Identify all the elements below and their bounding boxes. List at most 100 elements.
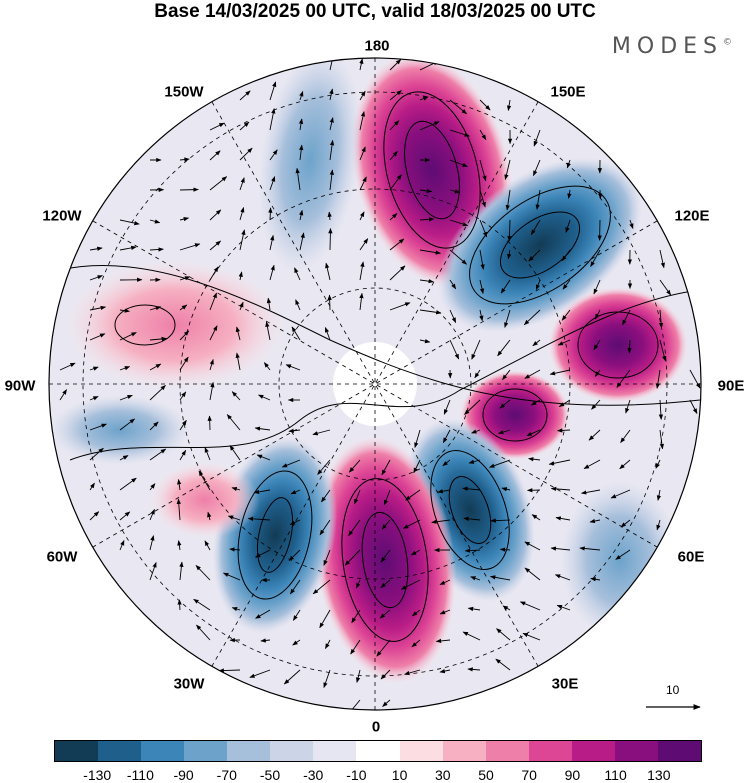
wind-vector (89, 511, 100, 521)
wind-vector (323, 669, 331, 689)
wind-vector (119, 477, 137, 491)
colorbar-tick-label: -90 (173, 767, 194, 783)
wind-vector (119, 308, 130, 313)
wind-vector (329, 88, 334, 101)
wind-vector (231, 606, 241, 612)
wind-vector (255, 609, 271, 619)
wind-vector (470, 576, 481, 581)
wind-vector (207, 415, 212, 431)
wind-vector (419, 249, 442, 255)
wind-vector (253, 489, 271, 495)
wind-vector (507, 249, 512, 260)
wind-vector (506, 99, 512, 112)
wind-vector (528, 249, 541, 262)
wind-vector (442, 429, 451, 444)
wind-vector (327, 294, 332, 311)
wind-vector (532, 339, 541, 347)
wind-vector (593, 279, 601, 295)
wind-vector (179, 356, 189, 371)
wind-vector (556, 604, 571, 611)
wind-vector (489, 459, 511, 468)
wind-vector (295, 167, 301, 191)
modes-logo: MODES© (612, 34, 732, 59)
wind-vector (258, 394, 271, 401)
wind-vector (223, 572, 241, 581)
wind-vector (562, 279, 571, 290)
wind-vector (558, 399, 571, 407)
wind-vector (177, 540, 182, 551)
colorbar-tick-label: 130 (647, 767, 671, 783)
wind-vector (548, 459, 571, 466)
lon-label-30w: 30W (173, 675, 205, 693)
wind-vector (89, 396, 99, 401)
wind-vector (299, 90, 304, 101)
lon-label-60w: 60W (46, 548, 78, 566)
wind-vector (239, 301, 244, 311)
wind-vector (462, 486, 481, 491)
colorbar-tick-label: 10 (391, 767, 408, 783)
wind-vector (659, 279, 672, 296)
lon-label-30e: 30E (551, 675, 579, 693)
wind-vector (268, 207, 273, 221)
lon-label-180: 180 (364, 37, 390, 55)
wind-vector (474, 369, 481, 379)
wind-vector (610, 489, 631, 499)
wind-vector (561, 309, 571, 321)
wind-vector (530, 399, 541, 406)
wind-vector (389, 174, 402, 191)
colorbar-cell (485, 741, 529, 761)
wind-vector (295, 299, 301, 311)
wind-vector (526, 429, 541, 437)
wind-vector (479, 159, 487, 182)
colorbar-cell (270, 741, 314, 761)
wind-vector (689, 399, 698, 414)
wind-vector (288, 428, 301, 433)
wind-vector (431, 519, 451, 524)
wind-vector (179, 304, 188, 311)
wind-vector (405, 489, 421, 501)
wind-vector (479, 99, 491, 111)
wind-vector (281, 459, 301, 468)
wind-vector (149, 336, 168, 342)
wind-vector (355, 669, 361, 683)
wind-vector (489, 575, 511, 581)
wind-vector (532, 159, 541, 177)
colorbar-cell (356, 741, 400, 761)
wind-vector (620, 519, 631, 528)
wind-vector (524, 369, 541, 379)
wind-vector (260, 638, 271, 643)
wind-vector (522, 632, 541, 641)
wind-vector (593, 339, 601, 351)
wind-vector (389, 59, 402, 71)
wind-vector (269, 176, 276, 191)
wind-vector (119, 219, 140, 226)
wind-vector (589, 518, 601, 524)
wind-vector (254, 426, 271, 431)
wind-vector (359, 211, 365, 221)
wind-vector (464, 548, 481, 553)
wind-vector (359, 146, 366, 161)
wind-vector (327, 211, 332, 221)
wind-vector (549, 369, 571, 376)
wind-vector (209, 240, 222, 251)
wind-vector (149, 363, 162, 371)
wind-vector (389, 213, 398, 221)
wind-vector (594, 309, 601, 320)
wind-vector (249, 669, 271, 678)
wind-vector (247, 516, 271, 521)
wind-vector (550, 486, 571, 492)
wind-vector (89, 246, 103, 251)
wind-vector (299, 144, 304, 161)
wind-vector (329, 117, 334, 131)
wind-vector (283, 669, 301, 685)
wind-vector (263, 362, 271, 371)
wind-vector (689, 369, 701, 389)
wind-vector (359, 58, 364, 71)
wind-vector (292, 609, 301, 621)
wind-vector (179, 187, 199, 192)
reference-vector-label: 10 (666, 683, 680, 697)
wind-vector (229, 547, 241, 552)
wind-vector (620, 429, 631, 444)
wind-vector (566, 159, 571, 169)
wind-vector (591, 399, 601, 410)
